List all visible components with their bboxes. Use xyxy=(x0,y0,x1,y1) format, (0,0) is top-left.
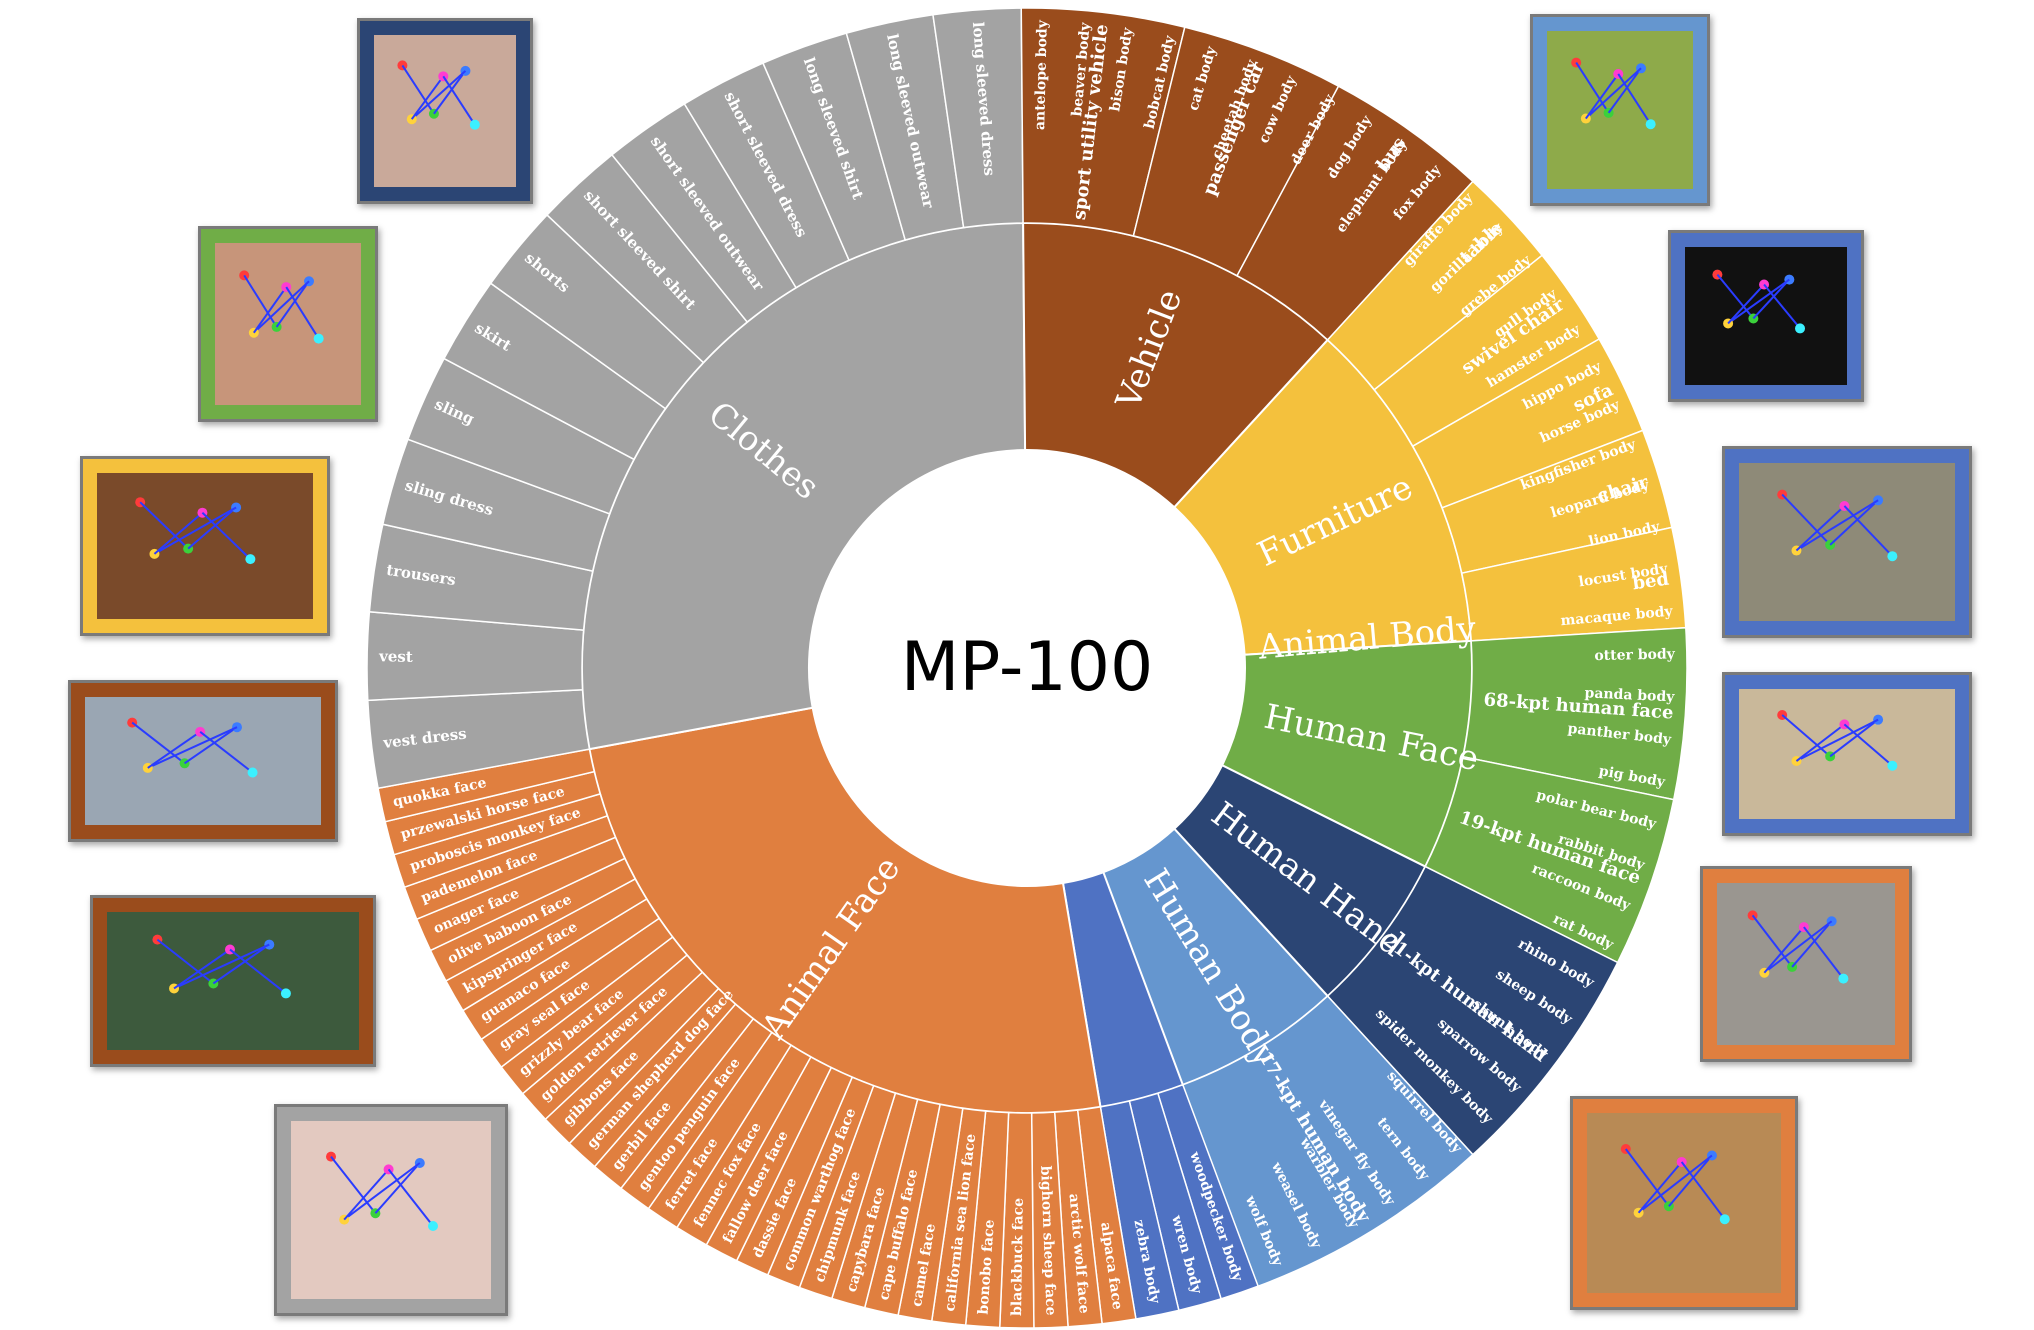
keypoint-skeleton-icon xyxy=(152,934,291,999)
item-label-bed: bed xyxy=(1631,568,1671,594)
item-label-bighorn-sheep-face: bighorn sheep face xyxy=(1037,1165,1058,1315)
sunburst-rings xyxy=(366,7,1688,1329)
keypoint-skeleton-icon xyxy=(135,497,256,565)
thumb-bus-photo-image xyxy=(107,912,359,1050)
thumb-hand-photo xyxy=(357,18,533,204)
thumb-rhino-photo-image xyxy=(1739,463,1955,621)
thumb-alpaca-photo-image xyxy=(1587,1113,1781,1293)
thumb-bird-photo xyxy=(1722,672,1972,836)
segment-17-kpt-human-body xyxy=(1181,995,1474,1288)
thumb-table-photo-image xyxy=(97,473,313,619)
item-label-otter-body: otter body xyxy=(1594,646,1676,664)
keypoint-skeleton-icon xyxy=(326,1151,438,1232)
thumb-car-photo xyxy=(68,680,338,842)
thumb-rhino-photo xyxy=(1722,446,1972,638)
thumb-clothes-photo-image xyxy=(291,1121,491,1299)
center-title: MP-100 xyxy=(901,628,1154,707)
item-label-antelope-body: antelope body xyxy=(1032,19,1051,130)
item-label-panda-body: panda body xyxy=(1584,685,1675,705)
keypoint-skeleton-icon xyxy=(239,270,324,344)
thumb-table-photo xyxy=(80,456,330,636)
thumb-face-photo-image xyxy=(215,243,361,405)
thumb-wolf-face-photo xyxy=(1700,866,1912,1062)
keypoint-skeleton-icon xyxy=(1571,57,1656,130)
thumb-bus-photo xyxy=(90,895,376,1067)
thumb-fly-photo-image xyxy=(1685,247,1847,385)
keypoint-skeleton-icon xyxy=(1777,489,1898,562)
center-hole xyxy=(809,450,1245,886)
keypoint-skeleton-icon xyxy=(127,717,258,778)
thumb-child-photo xyxy=(1530,14,1710,206)
thumb-fly-photo xyxy=(1668,230,1864,402)
keypoint-skeleton-icon xyxy=(1777,710,1898,771)
keypoint-skeleton-icon xyxy=(1712,269,1806,334)
thumb-car-photo-image xyxy=(85,697,321,825)
thumb-child-photo-image xyxy=(1547,31,1693,189)
keypoint-skeleton-icon xyxy=(397,60,480,130)
thumb-hand-photo-image xyxy=(374,35,516,187)
thumb-wolf-face-photo-image xyxy=(1717,883,1895,1045)
thumb-alpaca-photo xyxy=(1570,1096,1798,1310)
keypoint-skeleton-icon xyxy=(1620,1144,1730,1225)
keypoint-skeleton-icon xyxy=(1747,910,1849,984)
thumb-face-photo xyxy=(198,226,378,422)
thumb-clothes-photo xyxy=(274,1104,508,1316)
item-label-vest: vest xyxy=(378,647,413,666)
thumb-bird-photo-image xyxy=(1739,689,1955,819)
item-label-blackbuck-face: blackbuck face xyxy=(1009,1198,1027,1316)
item-label-bonobo-face: bonobo face xyxy=(976,1219,998,1315)
